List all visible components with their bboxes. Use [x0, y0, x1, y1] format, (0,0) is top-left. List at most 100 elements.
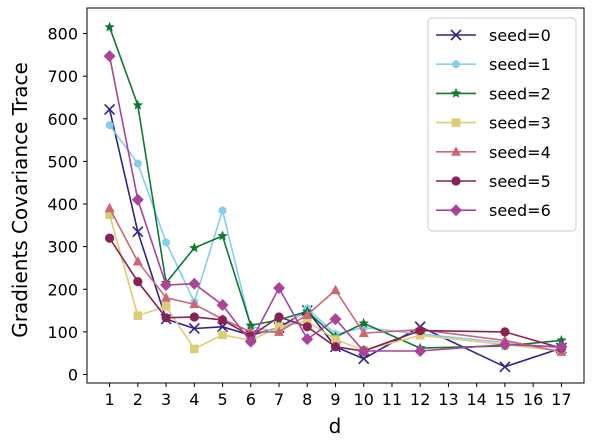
- data-point: [274, 326, 285, 336]
- legend-marker: [451, 176, 461, 186]
- data-point: [105, 120, 114, 130]
- data-point: [245, 320, 256, 330]
- data-point: [188, 277, 201, 290]
- data-point: [161, 313, 171, 323]
- legend-entry: seed=3: [436, 114, 551, 133]
- legend-marker: [450, 87, 462, 98]
- legend-label: seed=4: [489, 143, 551, 162]
- x-tick-label: 4: [189, 390, 199, 409]
- y-tick-label: 800: [47, 25, 78, 44]
- y-tick-label: 600: [47, 110, 78, 129]
- legend-entry: seed=6: [436, 201, 551, 220]
- data-point: [358, 353, 370, 365]
- legend-label: seed=0: [489, 26, 551, 45]
- legend-marker: [451, 118, 461, 127]
- x-tick-label: 2: [133, 390, 143, 409]
- legend-label: seed=6: [489, 201, 551, 220]
- legend-marker: [452, 59, 460, 69]
- plot-area: [103, 21, 568, 373]
- data-point: [358, 317, 369, 328]
- legend-entry: seed=4: [436, 143, 551, 162]
- y-tick-label: 0: [68, 365, 78, 384]
- legend-marker: [451, 146, 461, 156]
- data-point: [498, 338, 511, 351]
- data-point: [104, 233, 115, 243]
- x-tick-label: 5: [217, 390, 227, 409]
- data-point: [103, 50, 116, 63]
- data-point: [358, 327, 369, 338]
- legend-label: seed=3: [489, 114, 551, 133]
- legend-marker: [450, 204, 462, 217]
- data-point: [188, 322, 200, 335]
- data-point: [302, 322, 312, 332]
- x-tick-label: 10: [354, 390, 374, 409]
- data-point: [556, 334, 567, 345]
- data-point: [190, 344, 199, 354]
- data-point: [189, 312, 199, 322]
- data-point: [216, 321, 229, 333]
- data-point: [216, 299, 229, 312]
- data-point: [105, 210, 114, 219]
- data-point: [132, 226, 144, 238]
- data-point: [161, 301, 171, 311]
- data-point: [330, 342, 341, 352]
- x-axis-label: d: [329, 414, 342, 438]
- data-point: [555, 340, 568, 353]
- y-tick-label: 300: [47, 238, 78, 257]
- data-point: [415, 325, 425, 336]
- x-tick-label: 8: [302, 390, 312, 409]
- data-point: [161, 292, 172, 302]
- data-point: [302, 309, 313, 319]
- data-point: [132, 256, 143, 266]
- y-tick-label: 200: [47, 280, 78, 299]
- legend-box: [427, 17, 577, 232]
- data-point: [131, 193, 144, 206]
- data-point: [415, 330, 425, 340]
- x-tick-label: 13: [438, 390, 458, 409]
- data-point: [162, 238, 170, 247]
- data-point: [132, 99, 144, 110]
- data-point: [302, 316, 312, 326]
- data-point: [274, 312, 284, 322]
- axes: 1 2 3 4 5 6 7 8 9 10 11 12 13 14 15 16 17010020030040050…: [47, 7, 585, 409]
- x-tick-label: 1: [104, 390, 114, 409]
- data-point: [499, 361, 511, 373]
- data-point: [218, 206, 227, 215]
- data-point: [104, 202, 115, 213]
- data-point: [330, 284, 341, 295]
- legend-label: seed=2: [489, 84, 551, 103]
- data-point: [273, 281, 286, 294]
- data-point: [218, 330, 227, 340]
- x-tick-label: 6: [246, 390, 256, 409]
- data-point: [217, 230, 228, 241]
- y-tick-label: 400: [47, 195, 78, 214]
- legend-entry: seed=1: [436, 55, 551, 74]
- data-point: [104, 103, 116, 115]
- data-point: [329, 313, 342, 326]
- data-point: [133, 276, 143, 287]
- x-tick-label: 14: [467, 390, 487, 409]
- x-tick-label: 7: [274, 390, 284, 409]
- legend: seed=0 seed=1 seed=2 seed=3 seed=4 seed=5 seed…: [427, 17, 577, 232]
- y-tick-label: 100: [47, 323, 78, 342]
- x-tick-label: 9: [330, 390, 340, 409]
- legend-marker: [450, 29, 462, 41]
- x-tick-label: 15: [495, 390, 515, 409]
- x-tick-label: 17: [551, 390, 571, 409]
- legend-label: seed=5: [489, 172, 551, 191]
- x-tick-label: 3: [161, 390, 171, 409]
- y-axis-label: Gradients Covariance Trace: [8, 62, 32, 338]
- y-tick-label: 500: [47, 152, 78, 171]
- data-point: [189, 298, 200, 309]
- data-point: [160, 278, 173, 291]
- data-point: [134, 159, 142, 168]
- data-point: [331, 335, 340, 344]
- x-tick-label: 16: [523, 390, 543, 409]
- x-tick-label: 12: [410, 390, 430, 409]
- legend-label: seed=1: [489, 55, 551, 74]
- legend-entry: seed=2: [436, 84, 551, 103]
- y-tick-label: 700: [47, 67, 78, 86]
- data-point: [217, 315, 228, 325]
- data-point: [357, 345, 370, 358]
